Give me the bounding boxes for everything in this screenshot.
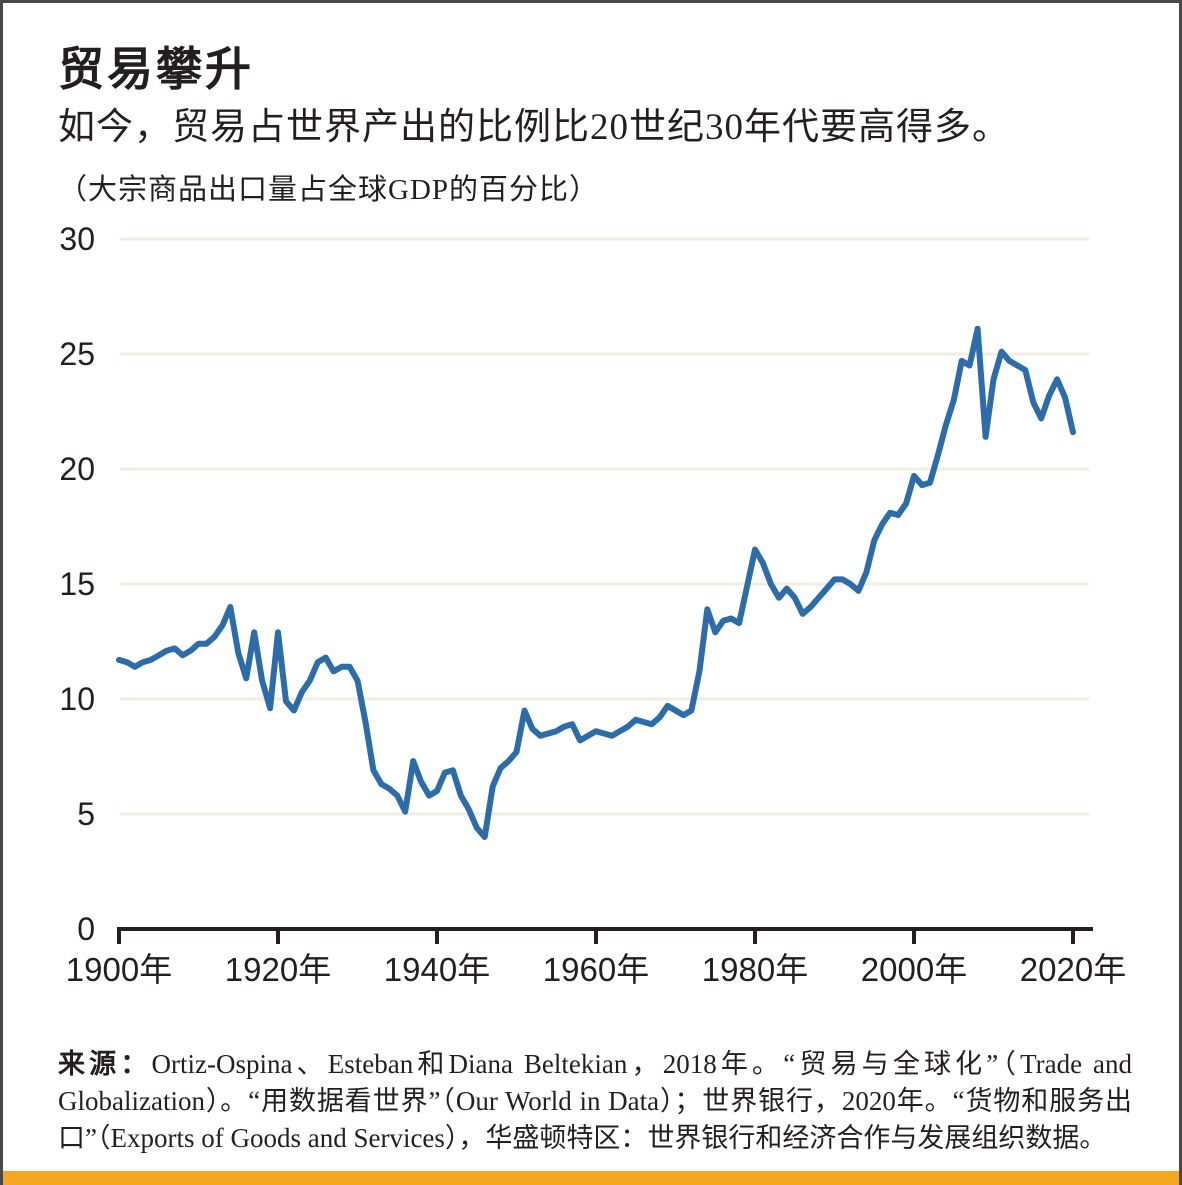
bottom-accent-bar — [3, 1171, 1179, 1185]
y-axis-unit-note: （大宗商品出口量占全球GDP的百分比） — [58, 173, 600, 206]
x-axis-tick-label: 1920年 — [225, 951, 331, 988]
y-axis-tick-label: 5 — [77, 796, 95, 832]
x-axis-tick-label: 2000年 — [861, 951, 967, 988]
x-axis-tick-label: 1980年 — [702, 951, 808, 988]
y-axis-tick-label: 20 — [59, 451, 95, 487]
page-title: 贸易攀升 — [58, 43, 254, 95]
source-label: 来源： — [58, 1049, 152, 1079]
source-text: Ortiz-Ospina、Esteban和Diana Beltekian，201… — [58, 1049, 1132, 1153]
x-axis-tick-label: 2020年 — [1020, 951, 1126, 988]
exports-share-line — [116, 325, 1076, 840]
figure-header: 贸易攀升 如今，贸易占世界产出的比例比20世纪30年代要高得多。 （大宗商品出口… — [3, 3, 1179, 208]
source-note: 来源：Ortiz-Ospina、Esteban和Diana Beltekian，… — [58, 1046, 1132, 1157]
y-axis-tick-label: 10 — [59, 681, 95, 717]
x-axis-tick-label: 1960年 — [543, 951, 649, 988]
trade-share-line-chart: 0 5 10 15 20 25 30 1900年 1920年 1940年 1960年 1980年 200… — [59, 221, 1126, 988]
y-axis-tick-label: 0 — [77, 911, 95, 947]
chart-subtitle: 如今，贸易占世界产出的比例比20世纪30年代要高得多。 — [58, 106, 1010, 148]
x-axis-tick-label: 1940年 — [384, 951, 490, 988]
x-axis-tick-label: 1900年 — [66, 951, 172, 988]
y-axis-tick-label: 30 — [59, 221, 95, 257]
y-axis-tick-label: 25 — [59, 336, 95, 372]
y-axis-tick-label: 15 — [59, 566, 95, 602]
